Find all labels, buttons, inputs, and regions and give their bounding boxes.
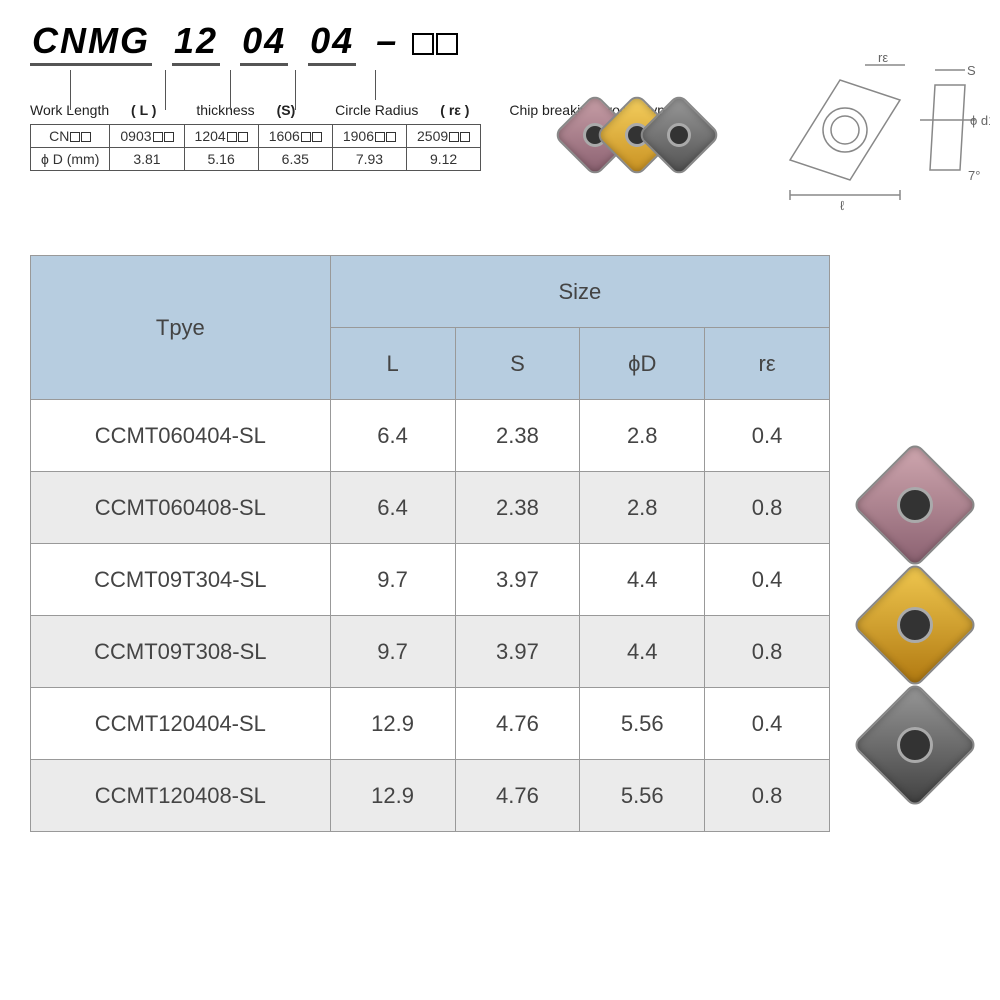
legend-work-sym: ( L ) <box>131 102 156 118</box>
connector-line <box>375 70 376 100</box>
cell-r: 0.8 <box>705 472 830 544</box>
col-L-header: L <box>330 328 455 400</box>
tech-label-l: ℓ <box>840 198 845 213</box>
connector-line <box>295 70 296 110</box>
cell-type: CCMT060404-SL <box>31 400 331 472</box>
cell-r: 0.8 <box>705 616 830 688</box>
tech-label-re: rε <box>878 50 888 65</box>
col-r-header: rε <box>705 328 830 400</box>
header-section: CNMG 12 04 04 – Work Length ( L ) thickn… <box>30 20 970 235</box>
cn-col: 1906 <box>332 125 406 148</box>
cell-L: 6.4 <box>330 472 455 544</box>
spec-table: Tpye Size L S ϕD rε CCMT060404-SL6.42.38… <box>30 255 830 832</box>
cn-val: 6.35 <box>258 148 332 171</box>
cell-D: 5.56 <box>580 760 705 832</box>
insert-icon <box>851 681 978 808</box>
cell-L: 9.7 <box>330 544 455 616</box>
top-inserts-group <box>565 90 745 180</box>
cn-hdr: CN <box>31 125 110 148</box>
cell-S: 2.38 <box>455 472 580 544</box>
cn-rowlabel: ϕ D (mm) <box>31 148 110 171</box>
side-inserts-group <box>850 430 980 820</box>
tech-label-ang: 7° <box>968 168 980 183</box>
table-row: CCMT09T308-SL9.73.974.40.8 <box>31 616 830 688</box>
insert-icon <box>851 441 978 568</box>
chip-box-2 <box>436 33 458 55</box>
code-seg1: 12 <box>172 20 220 66</box>
cell-r: 0.4 <box>705 688 830 760</box>
cell-D: 4.4 <box>580 544 705 616</box>
tech-label-d1: ϕ d1 <box>970 113 990 128</box>
legend-radius-sym: ( rε ) <box>440 102 469 118</box>
cell-D: 4.4 <box>580 616 705 688</box>
code-prefix: CNMG <box>30 20 152 66</box>
cell-D: 5.56 <box>580 688 705 760</box>
table-row: Tpye Size <box>31 256 830 328</box>
connector-line <box>230 70 231 110</box>
connector-line <box>70 70 71 110</box>
cn-val: 7.93 <box>332 148 406 171</box>
cell-type: CCMT060408-SL <box>31 472 331 544</box>
col-D-header: ϕD <box>580 328 705 400</box>
col-size-header: Size <box>330 256 829 328</box>
cn-col: 1606 <box>258 125 332 148</box>
code-seg2: 04 <box>240 20 288 66</box>
legend-thick: thickness <box>196 102 254 118</box>
cn-val: 3.81 <box>110 148 184 171</box>
cell-L: 12.9 <box>330 688 455 760</box>
table-row: CN 0903 1204 1606 1906 2509 <box>31 125 481 148</box>
table-row: CCMT060404-SL6.42.382.80.4 <box>31 400 830 472</box>
cn-col: 2509 <box>407 125 481 148</box>
cn-col: 1204 <box>184 125 258 148</box>
col-S-header: S <box>455 328 580 400</box>
table-row: CCMT120404-SL12.94.765.560.4 <box>31 688 830 760</box>
cell-r: 0.8 <box>705 760 830 832</box>
cell-D: 2.8 <box>580 472 705 544</box>
table-row: CCMT060408-SL6.42.382.80.8 <box>31 472 830 544</box>
cell-L: 12.9 <box>330 760 455 832</box>
cell-S: 4.76 <box>455 688 580 760</box>
code-seg3: 04 <box>308 20 356 66</box>
cell-S: 4.76 <box>455 760 580 832</box>
cell-S: 3.97 <box>455 616 580 688</box>
cell-S: 3.97 <box>455 544 580 616</box>
technical-drawing: rε S ϕ d1 ℓ 7° <box>770 50 990 220</box>
col-type-header: Tpye <box>31 256 331 400</box>
cell-S: 2.38 <box>455 400 580 472</box>
cell-type: CCMT09T308-SL <box>31 616 331 688</box>
cell-type: CCMT120404-SL <box>31 688 331 760</box>
cell-type: CCMT09T304-SL <box>31 544 331 616</box>
cn-val: 9.12 <box>407 148 481 171</box>
cell-r: 0.4 <box>705 544 830 616</box>
table-row: ϕ D (mm) 3.81 5.16 6.35 7.93 9.12 <box>31 148 481 171</box>
insert-icon <box>851 561 978 688</box>
cell-L: 9.7 <box>330 616 455 688</box>
table-row: CCMT120408-SL12.94.765.560.8 <box>31 760 830 832</box>
code-dash: – <box>376 20 398 61</box>
cell-D: 2.8 <box>580 400 705 472</box>
cn-val: 5.16 <box>184 148 258 171</box>
cn-diameter-table: CN 0903 1204 1606 1906 2509 ϕ D (mm) 3.8… <box>30 124 481 171</box>
legend-thick-sym: (S) <box>277 102 296 118</box>
connector-line <box>165 70 166 110</box>
cell-L: 6.4 <box>330 400 455 472</box>
tech-label-s: S <box>967 63 976 78</box>
table-row: CCMT09T304-SL9.73.974.40.4 <box>31 544 830 616</box>
legend-radius: Circle Radius <box>335 102 418 118</box>
cell-r: 0.4 <box>705 400 830 472</box>
chip-box-1 <box>412 33 434 55</box>
cn-col: 0903 <box>110 125 184 148</box>
cell-type: CCMT120408-SL <box>31 760 331 832</box>
